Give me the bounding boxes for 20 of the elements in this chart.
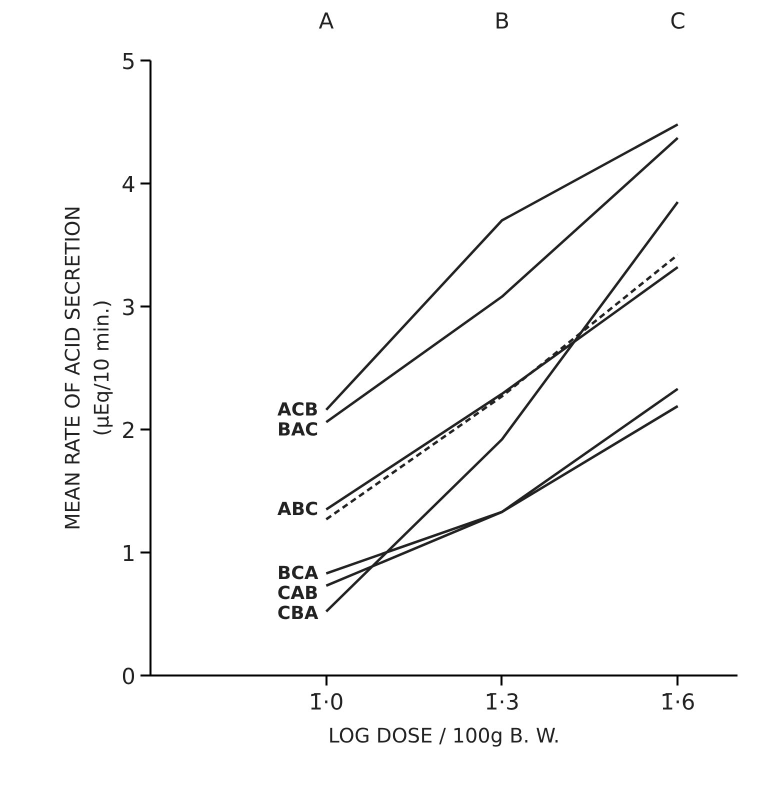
y-axis-title: MEAN RATE OF ACID SECRETION (μEq/10 min.) [60, 206, 114, 530]
text: B [494, 10, 510, 34]
series-label: BCA [277, 562, 318, 584]
y-tick-label: 4 [122, 173, 136, 198]
series-label: ABC [277, 498, 318, 520]
series-label: BAC [277, 419, 318, 440]
x-axis-title: LOG DOSE / 100g B. W. [328, 724, 560, 748]
y-tick-label: 5 [122, 50, 136, 75]
series-label: CAB [277, 582, 318, 604]
y-tick-label: 0 [122, 665, 136, 690]
x-tick-label: 1̄·0 [308, 690, 344, 716]
text: C [670, 10, 686, 34]
text: A [318, 10, 334, 34]
series-label: ACB [277, 399, 318, 420]
y-tick-label: 3 [122, 296, 136, 321]
y-tick-label: 2 [122, 419, 136, 444]
series-label: CBA [277, 602, 318, 624]
x-tick-label: 1̄·6 [660, 690, 696, 716]
y-tick-label: 1 [122, 542, 136, 567]
x-tick-label: 1̄·3 [484, 690, 520, 716]
